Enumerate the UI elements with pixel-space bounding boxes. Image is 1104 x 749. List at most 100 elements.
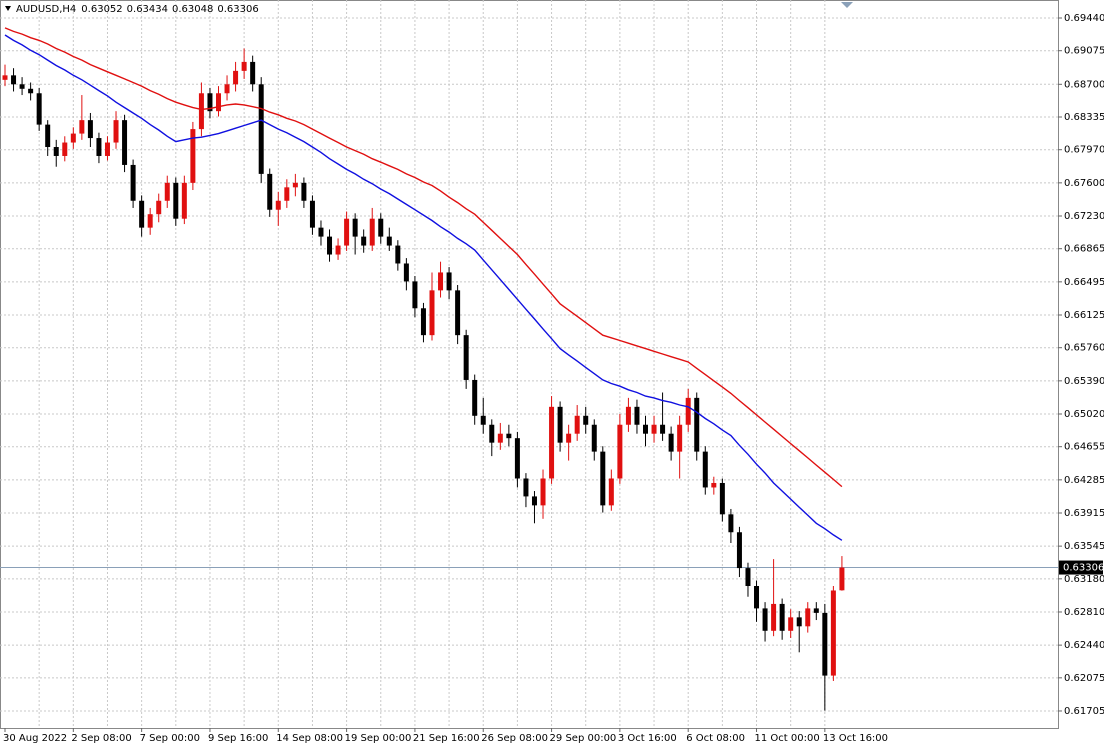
candle-body — [634, 406, 640, 425]
y-tick-label: 0.62810 — [1064, 607, 1104, 618]
candle-body — [677, 424, 683, 452]
candle-body — [327, 236, 333, 255]
y-tick-label: 0.65760 — [1064, 343, 1104, 354]
plot-frame — [0, 0, 1059, 729]
candle-body — [497, 433, 503, 443]
candle-body — [762, 608, 768, 631]
candle-body — [96, 138, 102, 156]
candle-body — [583, 415, 589, 425]
candle-body — [258, 84, 264, 174]
candle-body — [822, 612, 828, 676]
y-tick-label: 0.62440 — [1064, 640, 1104, 651]
candle-body — [216, 93, 221, 112]
candle-body — [685, 397, 691, 425]
candle-body — [625, 406, 631, 425]
candle-body — [455, 290, 461, 336]
shift-marker — [841, 2, 853, 8]
candle-body — [805, 608, 811, 627]
candle-body — [70, 133, 76, 143]
y-tick-label: 0.65390 — [1064, 376, 1104, 387]
candle-body — [369, 218, 375, 246]
candle-body — [198, 93, 204, 130]
candle-body — [19, 84, 25, 89]
y-tick-label: 0.66865 — [1064, 244, 1104, 255]
candle-body — [361, 236, 367, 246]
candle-body — [335, 245, 341, 255]
y-tick-label: 0.66495 — [1064, 277, 1104, 288]
x-tick-label: 2 Sep 08:00 — [71, 733, 131, 744]
candle-body — [344, 218, 350, 246]
candle-body — [53, 147, 59, 156]
candle-body — [164, 182, 170, 201]
candle-body — [275, 200, 281, 210]
y-tick-label: 0.67970 — [1064, 145, 1104, 156]
y-tick-label: 0.64285 — [1064, 475, 1104, 486]
chart-title: AUDUSD,H4 — [16, 4, 76, 15]
candle-body — [591, 424, 597, 452]
candle-body — [617, 424, 623, 479]
candle-body — [514, 438, 520, 479]
y-tick-label: 0.63545 — [1064, 541, 1104, 552]
candle-body — [139, 200, 145, 228]
candle-body — [480, 415, 486, 425]
candle-body — [79, 120, 85, 134]
candle-body — [736, 532, 742, 569]
candle-body — [412, 281, 418, 309]
price-label-box — [1059, 560, 1103, 575]
candle-body — [719, 482, 725, 515]
y-tick-label: 0.64655 — [1064, 442, 1104, 453]
candle-body — [190, 129, 196, 183]
candle-body — [566, 433, 572, 443]
candle-body — [489, 424, 495, 443]
candle-body — [87, 120, 93, 139]
candle-body — [438, 272, 444, 291]
x-tick-label: 14 Sep 08:00 — [276, 733, 343, 744]
candle-body — [420, 308, 426, 336]
candle-body — [318, 227, 324, 237]
candle-body — [668, 433, 674, 452]
y-tick-label: 0.68700 — [1064, 79, 1104, 90]
candle-body — [660, 424, 666, 434]
candle-body — [250, 61, 256, 85]
x-tick-label: 30 Aug 2022 — [3, 733, 67, 744]
candle-body — [839, 567, 845, 591]
candle-body — [540, 478, 546, 506]
candle-body — [147, 214, 153, 228]
moving-average — [4, 34, 843, 541]
candle-body — [284, 187, 290, 201]
y-tick-label: 0.63180 — [1064, 574, 1104, 585]
candle-body — [241, 61, 247, 71]
candle-body — [104, 142, 110, 156]
candle-body — [702, 451, 708, 488]
y-tick-label: 0.67230 — [1064, 211, 1104, 222]
header-ohlc: 0.63048 — [172, 4, 213, 15]
candle-body — [830, 590, 836, 676]
candle-body — [11, 75, 17, 85]
candle-body — [745, 568, 751, 587]
x-tick-label: 13 Oct 16:00 — [823, 733, 888, 744]
candle-body — [754, 586, 760, 609]
header-ohlc: 0.63306 — [217, 4, 258, 15]
candle-body — [2, 75, 8, 80]
candle-body — [531, 496, 537, 506]
candle-body — [651, 424, 657, 434]
x-tick-label: 7 Sep 00:00 — [140, 733, 200, 744]
x-tick-label: 9 Sep 16:00 — [208, 733, 268, 744]
candle-body — [463, 335, 469, 380]
candle-body — [403, 263, 409, 282]
candle-body — [224, 84, 230, 94]
candle-body — [711, 482, 717, 488]
y-tick-label: 0.62075 — [1064, 673, 1104, 684]
candle-body — [156, 200, 162, 215]
candle-body — [771, 603, 777, 631]
moving-average — [4, 27, 843, 488]
candle-body — [122, 120, 128, 165]
candle-body — [472, 379, 478, 416]
candle-body — [301, 182, 307, 201]
candle-body — [113, 120, 119, 143]
menu-arrow — [5, 6, 11, 11]
marks — [2, 27, 845, 711]
candle-body — [207, 93, 213, 112]
y-tick-label: 0.69075 — [1064, 46, 1104, 57]
